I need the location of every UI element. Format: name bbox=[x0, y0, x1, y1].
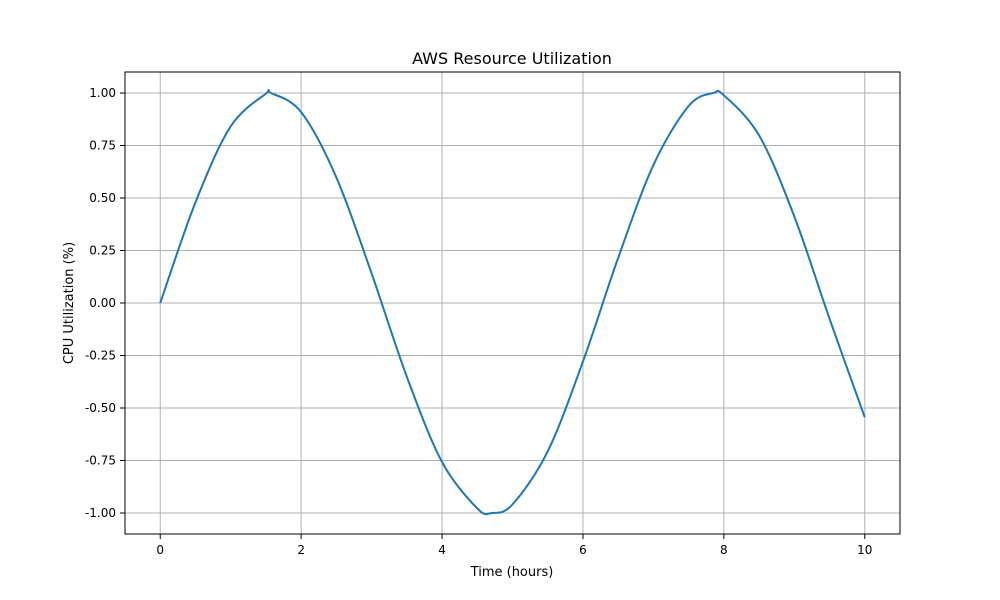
y-tick-label: 0.50 bbox=[89, 191, 116, 205]
chart-title: AWS Resource Utilization bbox=[412, 49, 612, 68]
y-tick-label: 1.00 bbox=[89, 86, 116, 100]
y-tick-label: 0.75 bbox=[89, 139, 116, 153]
x-tick-label: 4 bbox=[438, 543, 446, 557]
series-layer bbox=[159, 89, 866, 516]
x-tick-label: 10 bbox=[857, 543, 872, 557]
x-tick-label: 6 bbox=[579, 543, 587, 557]
y-tick-label: -1.00 bbox=[85, 506, 116, 520]
y-axis-label: CPU Utilization (%) bbox=[62, 242, 77, 364]
y-tick-label: -0.50 bbox=[85, 401, 116, 415]
y-tick-label: 0.25 bbox=[89, 244, 116, 258]
x-tick-label: 2 bbox=[297, 543, 305, 557]
x-tick-label: 0 bbox=[156, 543, 164, 557]
y-tick-label: -0.25 bbox=[85, 349, 116, 363]
x-tick-label: 8 bbox=[720, 543, 728, 557]
x-axis-label: Time (hours) bbox=[470, 565, 554, 580]
axis-ticks: 0 2 4 6 8 10 1.00 0.75 0.50 0.25 0.00 -0.25 -0.50 -0.… bbox=[85, 86, 872, 557]
grid-lines bbox=[125, 72, 900, 534]
series-line bbox=[159, 89, 866, 516]
y-tick-label: 0.00 bbox=[89, 296, 116, 310]
y-tick-label: -0.75 bbox=[85, 454, 116, 468]
